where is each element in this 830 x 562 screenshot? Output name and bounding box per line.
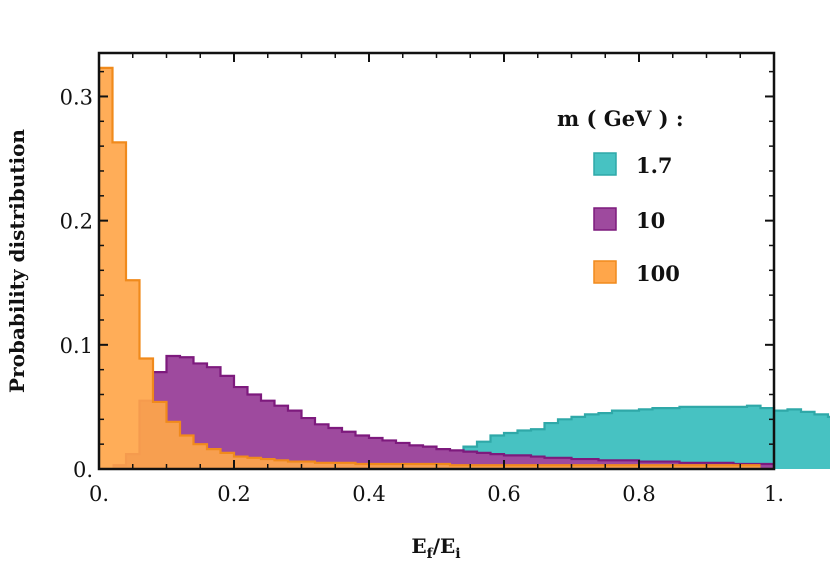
legend-label-1.7: 1.7 <box>636 153 673 178</box>
x-tick-label: 0.8 <box>622 482 655 506</box>
y-tick-label: 0.1 <box>60 334 93 358</box>
y-tick-label: 0. <box>73 458 93 482</box>
y-tick-label: 0.2 <box>60 210 93 234</box>
x-axis-title-sub2: i <box>455 546 460 562</box>
series-area-1.7 <box>409 405 830 469</box>
legend-label-10: 10 <box>636 208 665 233</box>
x-axis-title: Ef/Ei <box>411 534 460 562</box>
series-layer <box>99 66 830 469</box>
y-axis-title: Probability distribution <box>5 129 29 393</box>
x-axis-title-slash: /E <box>433 534 456 558</box>
legend-swatch-1.7 <box>593 152 617 176</box>
series-line-100 <box>99 66 761 467</box>
legend-label-100: 100 <box>636 261 680 286</box>
x-tick-label: 1. <box>764 482 784 506</box>
x-tick-label: 0.2 <box>217 482 250 506</box>
series-line-10 <box>112 354 774 467</box>
x-tick-label: 0. <box>89 482 109 506</box>
series-100 <box>99 66 761 469</box>
series-1.7 <box>409 404 830 469</box>
legend-title: m ( GeV ) : <box>557 106 684 131</box>
x-tick-label: 0.6 <box>487 482 520 506</box>
x-axis-title-main: E <box>411 534 426 558</box>
x-axis-title-sub1: f <box>427 546 434 562</box>
legend: m ( GeV ) : 1.7 10 100 <box>557 106 684 286</box>
legend-swatch-100 <box>593 260 617 284</box>
tick-labels-layer: 0. 0.2 0.4 0.6 0.8 1. 0. 0.1 0.2 0.3 <box>60 85 784 506</box>
series-area-100 <box>99 67 761 469</box>
x-tick-label: 0.4 <box>352 482 385 506</box>
series-10 <box>112 354 774 469</box>
y-tick-label: 0.3 <box>60 85 93 109</box>
legend-swatch-10 <box>593 207 617 231</box>
series-line-1.7 <box>409 404 830 468</box>
series-area-10 <box>112 355 774 469</box>
ticks-layer <box>98 53 775 470</box>
